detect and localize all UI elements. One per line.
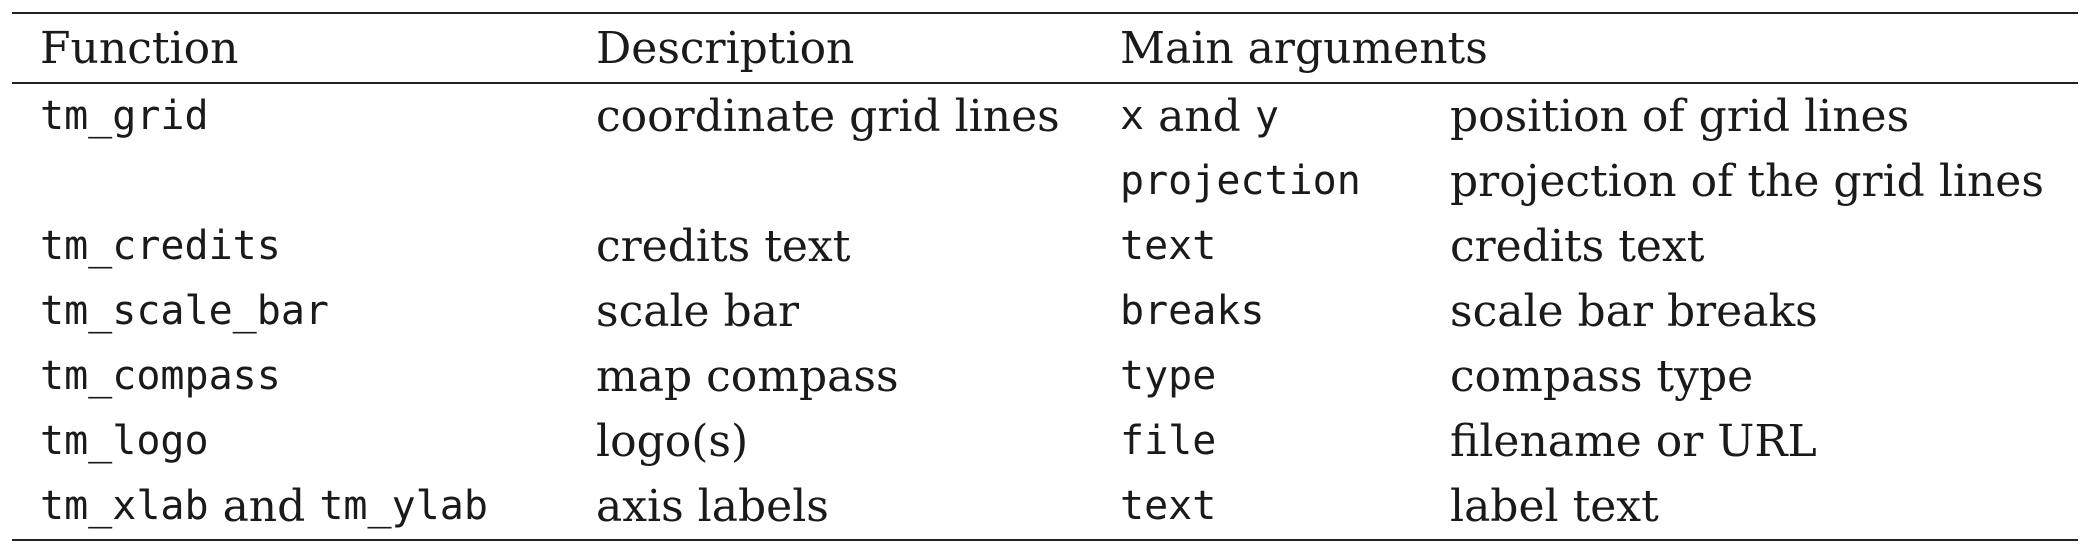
argument-description: label text — [1450, 480, 1659, 532]
function-description: logo(s) — [596, 415, 749, 467]
table-row: tm_xlab and tm_ylab axis labels text lab… — [12, 474, 2078, 539]
function-description: scale bar — [596, 285, 799, 337]
top-rule — [12, 12, 2078, 14]
function-name-ylab: tm_ylab — [319, 483, 488, 529]
header-rule — [12, 82, 2078, 84]
function-description: credits text — [596, 220, 851, 272]
argument-name: type — [1120, 353, 1217, 399]
argument-description: compass type — [1450, 350, 1754, 402]
argument-description: scale bar breaks — [1450, 285, 1818, 337]
header-description: Description — [596, 22, 855, 74]
function-description: map compass — [596, 350, 899, 402]
argument-description: position of grid lines — [1450, 90, 1910, 142]
argument-name-x: x — [1120, 93, 1145, 139]
argument-name: file — [1120, 418, 1217, 464]
functions-table: Function Description Main arguments tm_g… — [12, 12, 2078, 541]
header-function: Function — [40, 22, 239, 74]
argument-description: filename or URL — [1450, 415, 1817, 467]
table-row: tm_grid coordinate grid lines x and y po… — [12, 84, 2078, 149]
table-row: tm_credits credits text text credits tex… — [12, 214, 2078, 279]
function-name: tm_scale_bar — [40, 288, 329, 334]
function-name: tm_xlab and tm_ylab — [40, 474, 488, 539]
function-name: tm_compass — [40, 353, 281, 399]
table-row: tm_compass map compass type compass type — [12, 344, 2078, 409]
function-name-xlab: tm_xlab — [40, 483, 209, 529]
function-name: tm_credits — [40, 223, 281, 269]
function-name: tm_grid — [40, 93, 209, 139]
argument-joiner: and — [1158, 90, 1241, 142]
table-row: tm_logo logo(s) file filename or URL — [12, 409, 2078, 474]
function-name: tm_logo — [40, 418, 209, 464]
function-description: coordinate grid lines — [596, 90, 1060, 142]
argument-name-y: y — [1254, 93, 1279, 139]
argument-description: credits text — [1450, 220, 1705, 272]
table-row: projection projection of the grid lines — [12, 149, 2078, 214]
function-joiner: and — [222, 480, 306, 532]
function-description: axis labels — [596, 480, 829, 532]
argument-name: x and y — [1120, 84, 1279, 149]
bottom-rule — [12, 538, 2078, 541]
table-row: tm_scale_bar scale bar breaks scale bar … — [12, 279, 2078, 344]
argument-name: text — [1120, 223, 1217, 269]
argument-name: breaks — [1120, 288, 1265, 334]
argument-description: projection of the grid lines — [1450, 155, 2044, 207]
header-main-arguments: Main arguments — [1120, 22, 1488, 74]
table-header-row: Function Description Main arguments — [12, 14, 2078, 82]
argument-name: projection — [1120, 158, 1361, 204]
argument-name: text — [1120, 483, 1217, 529]
